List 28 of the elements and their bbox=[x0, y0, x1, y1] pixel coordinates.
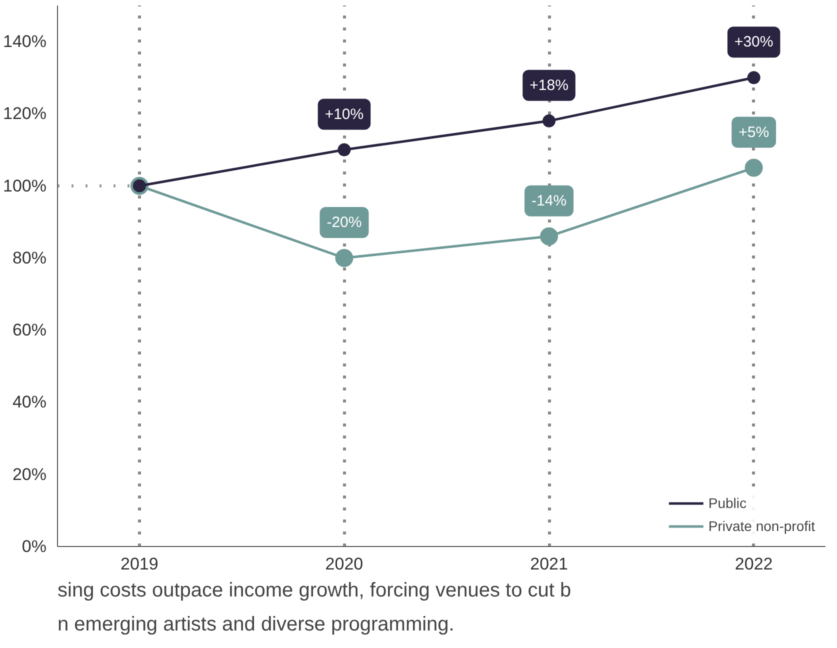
x-tick-label: 2022 bbox=[734, 554, 773, 574]
y-tick-label: 100% bbox=[3, 176, 47, 196]
y-tick-label: 80% bbox=[12, 248, 47, 268]
point bbox=[540, 227, 558, 246]
annotation: +18% bbox=[530, 76, 568, 94]
y-tick-label: 20% bbox=[12, 464, 47, 484]
x-tick-label: 2020 bbox=[325, 554, 364, 574]
point bbox=[335, 248, 354, 267]
legend-label: Private non-profit bbox=[708, 518, 815, 534]
point bbox=[542, 114, 556, 128]
x-tick-label: 2019 bbox=[120, 554, 158, 574]
annotation: +5% bbox=[738, 124, 770, 141]
legend-label: Public bbox=[708, 495, 747, 511]
annotation: +10% bbox=[324, 106, 364, 123]
y-tick-label: 0% bbox=[22, 537, 47, 556]
y-tick-label: 120% bbox=[3, 104, 47, 124]
y-tick-label: 40% bbox=[12, 392, 47, 412]
point bbox=[747, 71, 760, 84]
y-tick-label: 60% bbox=[12, 320, 47, 340]
annotation: +30% bbox=[734, 34, 774, 51]
annotation: -14% bbox=[532, 192, 567, 210]
point bbox=[744, 158, 763, 177]
text: n emerging artists and diverse programming. bbox=[58, 614, 454, 636]
y-tick-label: 140% bbox=[3, 32, 47, 52]
annotation: -20% bbox=[326, 214, 362, 231]
point bbox=[338, 143, 351, 156]
x-tick-label: 2021 bbox=[530, 554, 568, 574]
text: sing costs outpace income growth, forcing venues to cut b bbox=[58, 580, 572, 602]
